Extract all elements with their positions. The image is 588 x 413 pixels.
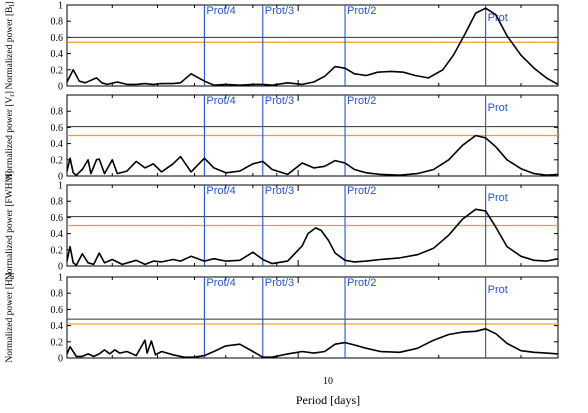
y-axis-label-subscript: r xyxy=(8,94,16,97)
marker-label-prot-2: Prot/2 xyxy=(347,95,376,107)
y-axis-label: Normalized power [Bl] xyxy=(5,2,16,90)
marker-label-prot-2: Prot/2 xyxy=(347,277,376,289)
y-axis-label-subscript: α xyxy=(8,275,16,279)
y-tick-label: 0.4 xyxy=(51,321,64,332)
marker-label-prot-3: Prot/3 xyxy=(265,277,294,289)
y-tick-label: 0.2 xyxy=(51,65,64,76)
panel-1: 00.20.40.60.81 Prot/4 Prot/3 Prot/2ProtNorm… xyxy=(5,1,559,93)
marker-label-prot-4: Prot/4 xyxy=(206,95,235,107)
power-curve xyxy=(66,134,559,176)
y-tick-label: 0 xyxy=(58,172,63,183)
y-tick-label: 0.6 xyxy=(51,213,64,224)
marker-label-prot-2: Prot/2 xyxy=(347,185,376,197)
y-tick-label: 0.4 xyxy=(51,49,64,60)
y-tick-label: 0.8 xyxy=(51,107,64,118)
panel-2: 0 0.2 0.4 0.6 0.8 Prot/4 Prot/3 Prot/2 Prot Norma… xyxy=(5,91,559,183)
marker-label-prot-3: Prot/3 xyxy=(265,95,294,107)
marker-label-prot: Prot xyxy=(488,284,508,296)
y-tick-label: 0.4 xyxy=(51,139,64,150)
y-tick-label: 0 xyxy=(58,82,63,93)
power-curve xyxy=(66,327,559,359)
y-axis-label-main: Normalized power [H xyxy=(5,279,15,362)
marker-label-prot-2: Prot/2 xyxy=(347,5,376,17)
marker-label-prot: Prot xyxy=(488,102,508,114)
panel-frame xyxy=(66,276,559,359)
y-axis-label-main: Normalized power [FWHM] xyxy=(5,171,15,280)
y-axis-label-end: ] xyxy=(5,91,15,94)
y-tick-label: 0.6 xyxy=(51,33,64,44)
panel-frame xyxy=(66,4,559,87)
panel-3: 0 0.2 0.4 0.6 0.8 1 Prot/4 Prot/3 Prot/2 Prot Norm… xyxy=(5,171,559,280)
y-axis-label-main: Normalized power [V xyxy=(5,96,15,179)
marker-label-prot-4: Prot/4 xyxy=(206,277,235,289)
y-axis-label: Normalized power [Vr] xyxy=(5,91,16,180)
y-tick-label: 0.8 xyxy=(51,17,64,28)
panel-4: 0 0.2 0.4 0.6 0.8 1 Prot/4 Prot/3 Prot/2 Prot Norm… xyxy=(5,272,559,365)
y-tick-label: 1 xyxy=(58,273,63,284)
y-tick-label: 0.8 xyxy=(51,289,64,300)
y-tick-label: 0 xyxy=(58,354,63,365)
power-curve xyxy=(66,208,559,267)
marker-label-prot: Prot xyxy=(488,192,508,204)
marker-label-prot-3: Prot/3 xyxy=(265,185,294,197)
marker-label-prot-4: Prot/4 xyxy=(206,185,235,197)
x-axis-label: Period [days] xyxy=(296,393,360,407)
y-axis-label: Normalized power [FWHM] xyxy=(5,171,15,280)
y-tick-label: 0 xyxy=(58,262,63,273)
y-axis-label-main: Normalized power [B xyxy=(5,7,15,90)
y-axis-label-end: ] xyxy=(5,272,15,275)
y-axis-label-end: ] xyxy=(5,2,15,5)
y-axis-label: Normalized power [Hα] xyxy=(5,272,16,362)
y-axis-label-subscript: l xyxy=(8,5,16,7)
y-tick-label: 1 xyxy=(58,1,63,12)
panels-group: 0 0.2 0.4 0.6 0.8 1 Prot/4 Prot/3 Prot/2 Prot Norm… xyxy=(5,1,559,365)
marker-label-prot-3: Prot/3 xyxy=(265,5,294,17)
marker-label-prot-4: Prot/4 xyxy=(206,5,235,17)
power-curve xyxy=(66,7,559,86)
y-tick-label: 0.2 xyxy=(51,155,64,166)
y-tick-label: 0.6 xyxy=(51,123,64,134)
y-tick-label: 0.4 xyxy=(51,229,64,240)
x-tick-label-10: 10 xyxy=(323,376,333,387)
y-tick-label: 0.6 xyxy=(51,305,64,316)
y-tick-label: 0.8 xyxy=(51,197,64,208)
y-tick-label: 0.2 xyxy=(51,245,64,256)
y-tick-label: 1 xyxy=(58,181,63,192)
y-tick-label: 0.2 xyxy=(51,337,64,348)
